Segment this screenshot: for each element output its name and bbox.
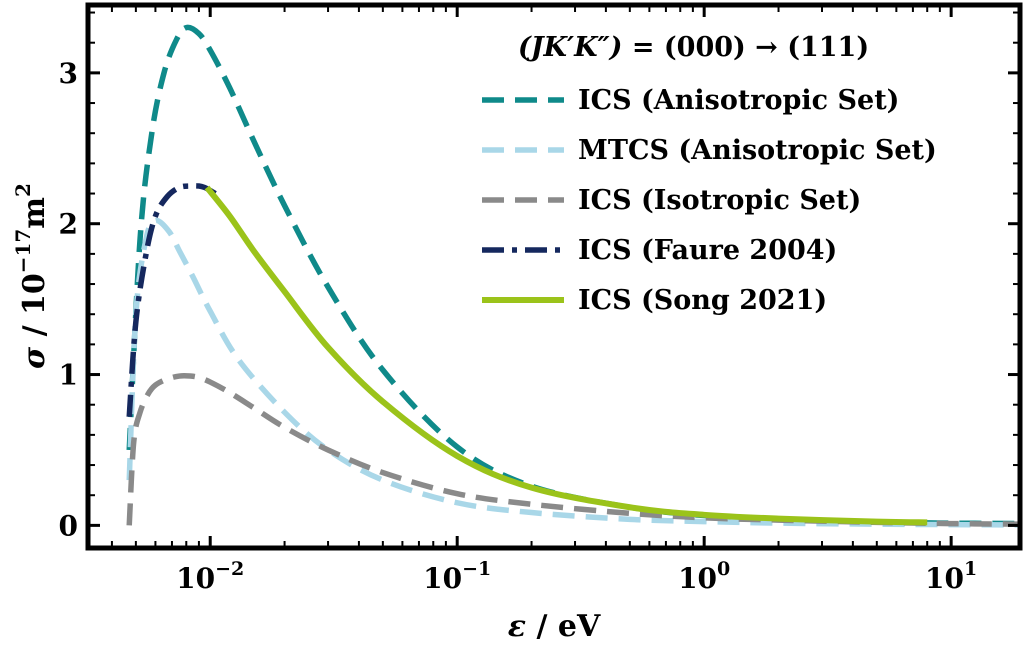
legend-title: (JK′K″) = (000) → (111) xyxy=(518,32,869,63)
y-axis-label: σ / 10−17m2 xyxy=(11,183,52,369)
y-axis-label-unit-exp: 2 xyxy=(11,183,35,197)
x-tick-label-3: 101 xyxy=(925,558,977,595)
legend-label-2: MTCS (Anisotropic Set) xyxy=(578,135,937,166)
x-tick-label-0: 10−2 xyxy=(176,558,244,595)
y-tick-label-1: 1 xyxy=(59,359,78,392)
plot-area-background xyxy=(88,5,1020,548)
y-tick-label-3: 3 xyxy=(59,57,78,90)
series-line-4 xyxy=(126,183,217,417)
legend: (JK′K″) = (000) → (111) ICS (Anisotropic… xyxy=(482,32,937,316)
series-line-1 xyxy=(126,24,1020,527)
legend-label-4: ICS (Faure 2004) xyxy=(578,235,837,266)
x-axis-label-rest: / eV xyxy=(526,609,601,644)
series-line-5 xyxy=(204,185,928,526)
legend-items: ICS (Anisotropic Set) MTCS (Anisotropic S… xyxy=(482,85,937,316)
y-axis-label-exp: −17 xyxy=(11,229,35,274)
y-tick-label-0: 0 xyxy=(59,509,78,542)
x-tick-label-1: 10−1 xyxy=(423,558,491,595)
legend-title-lhs: (JK′K″) xyxy=(518,32,622,63)
ticks-layer: 0 1 2 3 10−2 10−1 100 101 xyxy=(59,5,1020,595)
y-axis-label-symbol: σ xyxy=(17,346,52,369)
series-layer xyxy=(126,24,1020,528)
y-axis-label-rest: / 10 xyxy=(17,273,52,347)
legend-label-1: ICS (Anisotropic Set) xyxy=(578,85,899,116)
x-axis-label-symbol: ε xyxy=(508,609,526,644)
legend-title-eq: = (000) → (111) xyxy=(622,32,869,63)
series-line-2 xyxy=(126,217,1020,528)
y-tick-label-2: 2 xyxy=(59,208,78,241)
plot-frame xyxy=(85,2,1023,551)
legend-label-5: ICS (Song 2021) xyxy=(578,285,827,316)
legend-label-3: ICS (Isotropic Set) xyxy=(578,185,861,216)
x-axis-label: ε / eV xyxy=(508,609,601,644)
x-tick-label-2: 100 xyxy=(678,558,730,595)
y-axis-label-unit: m xyxy=(17,197,52,229)
